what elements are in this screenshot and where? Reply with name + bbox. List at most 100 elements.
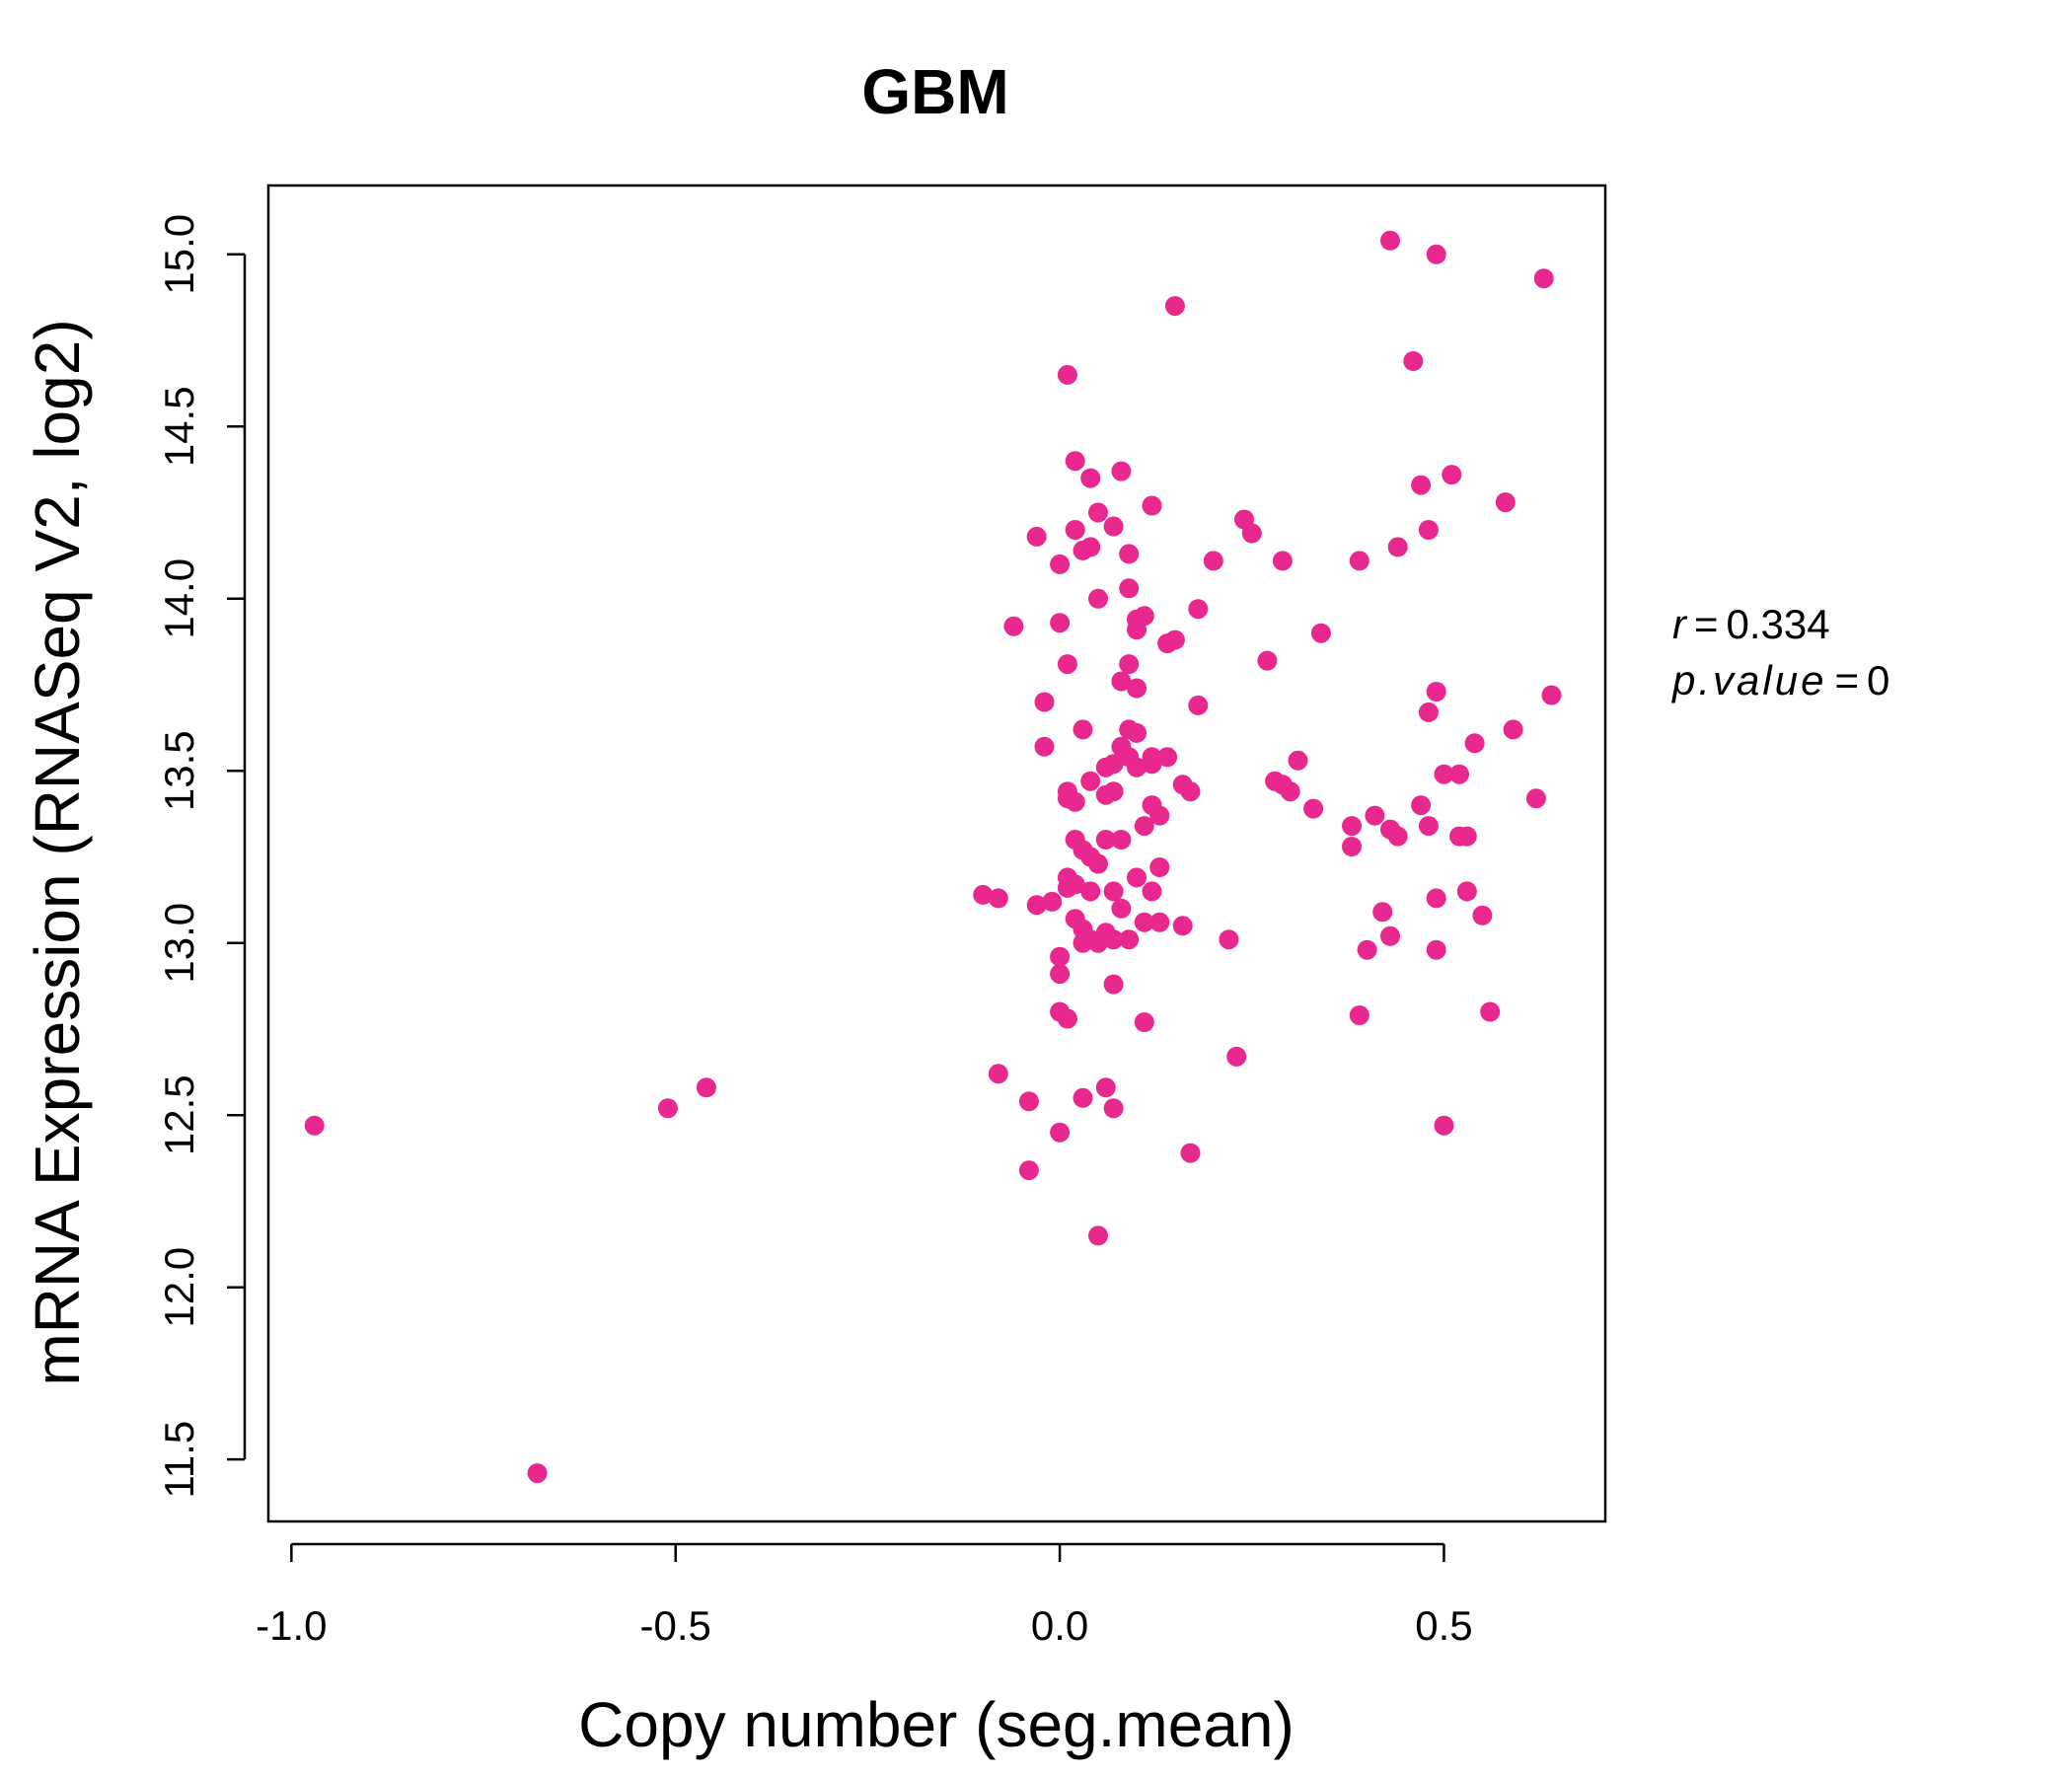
data-point-46 (1088, 588, 1108, 609)
data-point-13 (1034, 736, 1055, 757)
data-point-9 (1018, 1160, 1039, 1181)
data-point-6 (988, 1064, 1008, 1084)
data-point-19 (1050, 1122, 1071, 1143)
data-point-138 (1434, 1115, 1454, 1136)
r-label: r (1672, 601, 1688, 647)
data-point-89 (1149, 805, 1170, 826)
data-point-27 (1057, 364, 1077, 385)
data-point-78 (1127, 757, 1147, 777)
data-point-126 (1387, 826, 1408, 847)
data-point-111 (1280, 781, 1300, 802)
data-point-114 (1310, 623, 1331, 643)
chart-title: GBM (861, 56, 1008, 127)
data-point-30 (1065, 791, 1085, 812)
y-tick-label: 11.5 (156, 1421, 202, 1499)
p-value: 0 (1867, 657, 1889, 703)
data-point-99 (1180, 1143, 1201, 1163)
data-point-128 (1411, 475, 1432, 495)
data-point-90 (1149, 912, 1170, 932)
data-point-133 (1426, 244, 1446, 264)
data-point-15 (1050, 613, 1071, 633)
data-point-80 (1134, 816, 1154, 837)
data-point-132 (1418, 520, 1439, 540)
data-point-124 (1380, 230, 1400, 251)
data-point-17 (1050, 964, 1071, 985)
data-point-136 (1426, 888, 1446, 909)
data-point-88 (1142, 495, 1162, 516)
data-point-70 (1119, 654, 1140, 675)
x-axis-label: Copy number (seg.mean) (578, 1689, 1295, 1760)
data-points (304, 230, 1562, 1484)
y-tick-label: 15.0 (156, 214, 202, 295)
data-point-33 (1065, 520, 1085, 540)
y-axis: 11.5 12.0 12.5 13.0 13.5 14.0 14.5 15.0 (156, 214, 247, 1499)
data-point-60 (1103, 929, 1124, 950)
data-point-2 (657, 1098, 678, 1119)
data-point-11 (1026, 526, 1047, 547)
data-point-69 (1119, 578, 1140, 599)
data-point-137 (1434, 764, 1454, 784)
data-point-142 (1456, 826, 1477, 847)
data-point-144 (1464, 733, 1485, 754)
data-point-14 (1042, 891, 1063, 912)
data-point-107 (1257, 650, 1278, 671)
svg-text:r=0.334: r = 0.334 (1672, 601, 1830, 647)
data-point-146 (1480, 1001, 1501, 1022)
x-tick-label: -0.5 (640, 1602, 711, 1649)
data-point-45 (1080, 537, 1101, 557)
data-point-127 (1403, 351, 1424, 371)
data-point-10 (1026, 895, 1047, 916)
data-point-35 (1073, 719, 1093, 740)
data-point-125 (1387, 537, 1408, 557)
data-point-103 (1219, 929, 1239, 950)
data-point-139 (1442, 465, 1462, 485)
data-point-145 (1472, 905, 1493, 925)
data-point-28 (1065, 451, 1085, 472)
data-point-23 (1057, 1008, 1077, 1029)
data-point-116 (1342, 837, 1362, 856)
data-point-106 (1241, 523, 1262, 544)
data-point-81 (1134, 912, 1154, 932)
data-point-40 (1080, 468, 1101, 488)
data-point-150 (1533, 268, 1554, 289)
data-point-77 (1127, 722, 1147, 743)
data-point-115 (1342, 816, 1362, 837)
svg-text:p.value=0: p.value = 0 (1670, 657, 1889, 703)
data-point-56 (1103, 516, 1124, 537)
data-point-24 (1057, 654, 1077, 675)
data-point-113 (1303, 798, 1324, 819)
data-point-67 (1111, 898, 1132, 919)
data-point-110 (1272, 551, 1293, 571)
correlation-annotation: r = 0.334 p.value = 0 (1670, 601, 1889, 703)
data-point-66 (1111, 461, 1132, 481)
data-point-5 (988, 888, 1008, 909)
data-point-47 (1088, 502, 1108, 523)
data-point-53 (1095, 830, 1116, 850)
data-point-95 (1164, 629, 1185, 650)
data-point-55 (1095, 1077, 1116, 1098)
data-point-148 (1503, 719, 1523, 740)
data-point-151 (1541, 685, 1562, 705)
data-point-85 (1142, 754, 1162, 775)
y-tick-label: 12.0 (156, 1247, 202, 1328)
data-point-41 (1080, 771, 1101, 791)
data-point-59 (1103, 881, 1124, 902)
y-tick-label: 14.0 (156, 558, 202, 639)
y-tick-label: 14.5 (156, 386, 202, 467)
data-point-129 (1411, 795, 1432, 816)
data-point-4 (973, 884, 994, 905)
y-axis-label: mRNA Expression (RNASeq V2, log2) (22, 319, 93, 1385)
data-point-61 (1103, 974, 1124, 995)
data-point-118 (1349, 551, 1369, 571)
data-point-141 (1449, 764, 1469, 784)
data-point-120 (1365, 805, 1385, 826)
data-point-57 (1103, 754, 1124, 775)
data-point-122 (1380, 925, 1400, 946)
data-point-91 (1149, 857, 1170, 877)
data-point-92 (1157, 747, 1178, 768)
y-tick-label: 13.5 (156, 730, 202, 811)
data-point-0 (304, 1115, 325, 1136)
data-point-38 (1073, 1087, 1093, 1108)
data-point-135 (1426, 939, 1446, 960)
